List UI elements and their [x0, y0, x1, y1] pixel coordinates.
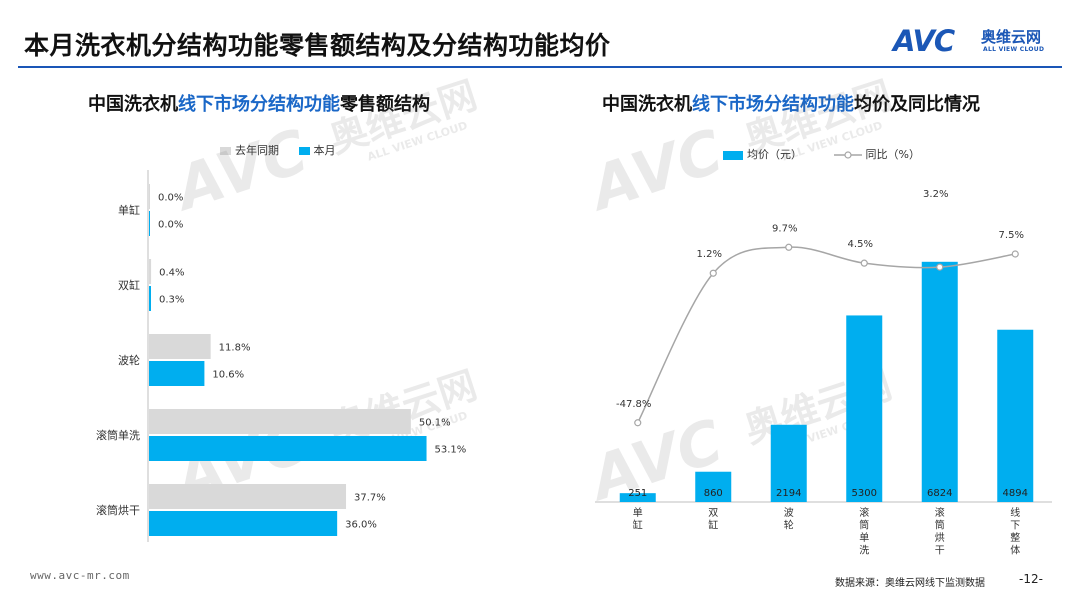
yoy-point	[785, 243, 793, 251]
yoy-value-label: 9.7%	[772, 223, 797, 234]
legend-label-yoy: 同比（%）	[865, 148, 920, 161]
footer-url[interactable]: www.avc-mr.com	[30, 569, 130, 582]
page-number: -12-	[1019, 572, 1043, 586]
left-title-post: 零售额结构	[340, 94, 430, 115]
yoy-value-label: 1.2%	[697, 249, 722, 260]
right-category-label: 线下整体	[1010, 506, 1020, 557]
left-bar-value-label: 36.0%	[345, 520, 377, 531]
left-bar-value-label: 0.0%	[158, 220, 183, 231]
price-bar	[921, 261, 958, 502]
yoy-point	[1011, 250, 1019, 258]
yoy-value-label: 4.5%	[848, 239, 873, 250]
left-bar-value-label: 37.7%	[354, 493, 386, 504]
left-bar-this-month	[149, 436, 427, 461]
left-bar-value-label: 0.4%	[159, 268, 184, 279]
right-category-label: 滚筒单洗	[859, 506, 869, 557]
legend-swatch-last-year	[220, 147, 231, 155]
left-bar-value-label: 0.0%	[158, 193, 183, 204]
price-bar-value-label: 251	[628, 488, 647, 499]
legend-item-avg-price: 均价（元）	[723, 146, 802, 162]
legend-line-yoy-icon	[833, 151, 862, 159]
title-divider	[18, 66, 1062, 68]
left-bar-value-label: 0.3%	[159, 295, 184, 306]
left-bar-last-year	[149, 259, 152, 284]
right-title-pre: 中国洗衣机	[602, 94, 692, 115]
left-category-label: 滚筒单洗	[96, 428, 140, 442]
left-bar-value-label: 11.8%	[219, 343, 251, 354]
yoy-value-label: 3.2%	[923, 189, 948, 200]
yoy-value-label: -47.8%	[616, 399, 651, 410]
legend-swatch-this-month	[298, 147, 310, 155]
left-bar-last-year	[149, 334, 211, 359]
left-legend: 去年同期 本月	[220, 142, 352, 158]
right-chart-title: 中国洗衣机线下市场分结构功能均价及同比情况	[602, 90, 980, 116]
legend-label-this-month: 本月	[313, 144, 336, 157]
yoy-value-label: 7.5%	[999, 230, 1024, 241]
avc-logo: AVC 奥维云网 ALL VIEW CLOUD	[893, 24, 1053, 58]
page-title: 本月洗衣机分结构功能零售额结构及分结构功能均价	[24, 31, 611, 60]
price-bar-value-label: 4894	[1003, 488, 1028, 499]
price-bar-value-label: 2194	[776, 488, 801, 499]
right-category-label: 波轮	[784, 506, 794, 532]
left-category-label: 单缸	[118, 203, 140, 217]
right-category-label: 双缸	[708, 507, 718, 532]
right-category-label: 滚筒烘干	[935, 506, 945, 557]
left-title-pre: 中国洗衣机	[88, 94, 178, 115]
left-bar-value-label: 53.1%	[435, 445, 467, 456]
price-bar	[619, 493, 656, 502]
legend-item-last-year: 去年同期	[220, 142, 279, 158]
yoy-point	[634, 419, 642, 427]
left-chart-title: 中国洗衣机线下市场分结构功能零售额结构	[88, 90, 430, 116]
left-bar-this-month	[149, 511, 338, 536]
left-bar-last-year	[149, 184, 150, 209]
right-legend: 均价（元） 同比（%）	[723, 146, 936, 162]
left-title-highlight: 线下市场分结构功能	[178, 94, 340, 115]
watermark-name-en: ALL VIEW CLOUD	[366, 119, 469, 164]
legend-item-this-month: 本月	[298, 142, 336, 158]
logo-name-cn: 奥维云网	[981, 28, 1042, 46]
logo-name-en: ALL VIEW CLOUD	[983, 46, 1045, 53]
price-bar	[997, 329, 1034, 502]
retail-share-bar-chart: 单缸 0.0% 0.0% 双缸 0.4% 0.3% 波轮 11.8% 10.6% 滚筒单洗 50.1…	[96, 170, 467, 542]
left-bar-last-year	[149, 409, 411, 434]
left-bar-this-month	[149, 211, 150, 236]
yoy-line	[637, 246, 1016, 424]
left-bar-this-month	[149, 361, 205, 386]
yoy-point	[860, 259, 868, 267]
legend-label-avg-price: 均价（元）	[747, 148, 802, 161]
yoy-point	[709, 269, 717, 277]
right-category-label: 单缸	[633, 507, 643, 532]
legend-swatch-avg-price	[723, 150, 743, 160]
price-bar	[770, 424, 807, 502]
left-bar-value-label: 50.1%	[419, 418, 451, 429]
price-bar	[695, 471, 732, 502]
left-bar-value-label: 10.6%	[212, 370, 244, 381]
left-category-label: 双缸	[118, 278, 140, 292]
right-title-highlight: 线下市场分结构功能	[692, 94, 854, 115]
right-title-post: 均价及同比情况	[854, 94, 980, 115]
left-bar-last-year	[149, 484, 347, 509]
price-bar-value-label: 860	[704, 488, 723, 499]
price-bar	[846, 315, 883, 502]
left-bar-this-month	[149, 286, 151, 311]
logo-mark: AVC	[893, 24, 955, 58]
avg-price-combo-chart: 251 单缸 860 双缸 2194 波轮 5300 滚筒单洗 6824 滚筒烘干 4894 线下整体…	[595, 189, 1052, 557]
left-category-label: 波轮	[118, 353, 140, 367]
price-bar-value-label: 5300	[852, 488, 877, 499]
yoy-point	[936, 263, 944, 271]
legend-label-last-year: 去年同期	[235, 144, 279, 157]
footer-source: 数据来源：奥维云网线下监测数据	[835, 578, 985, 589]
price-bar-value-label: 6824	[927, 488, 952, 499]
legend-item-yoy: 同比（%）	[833, 146, 920, 162]
left-category-label: 滚筒烘干	[96, 503, 140, 517]
